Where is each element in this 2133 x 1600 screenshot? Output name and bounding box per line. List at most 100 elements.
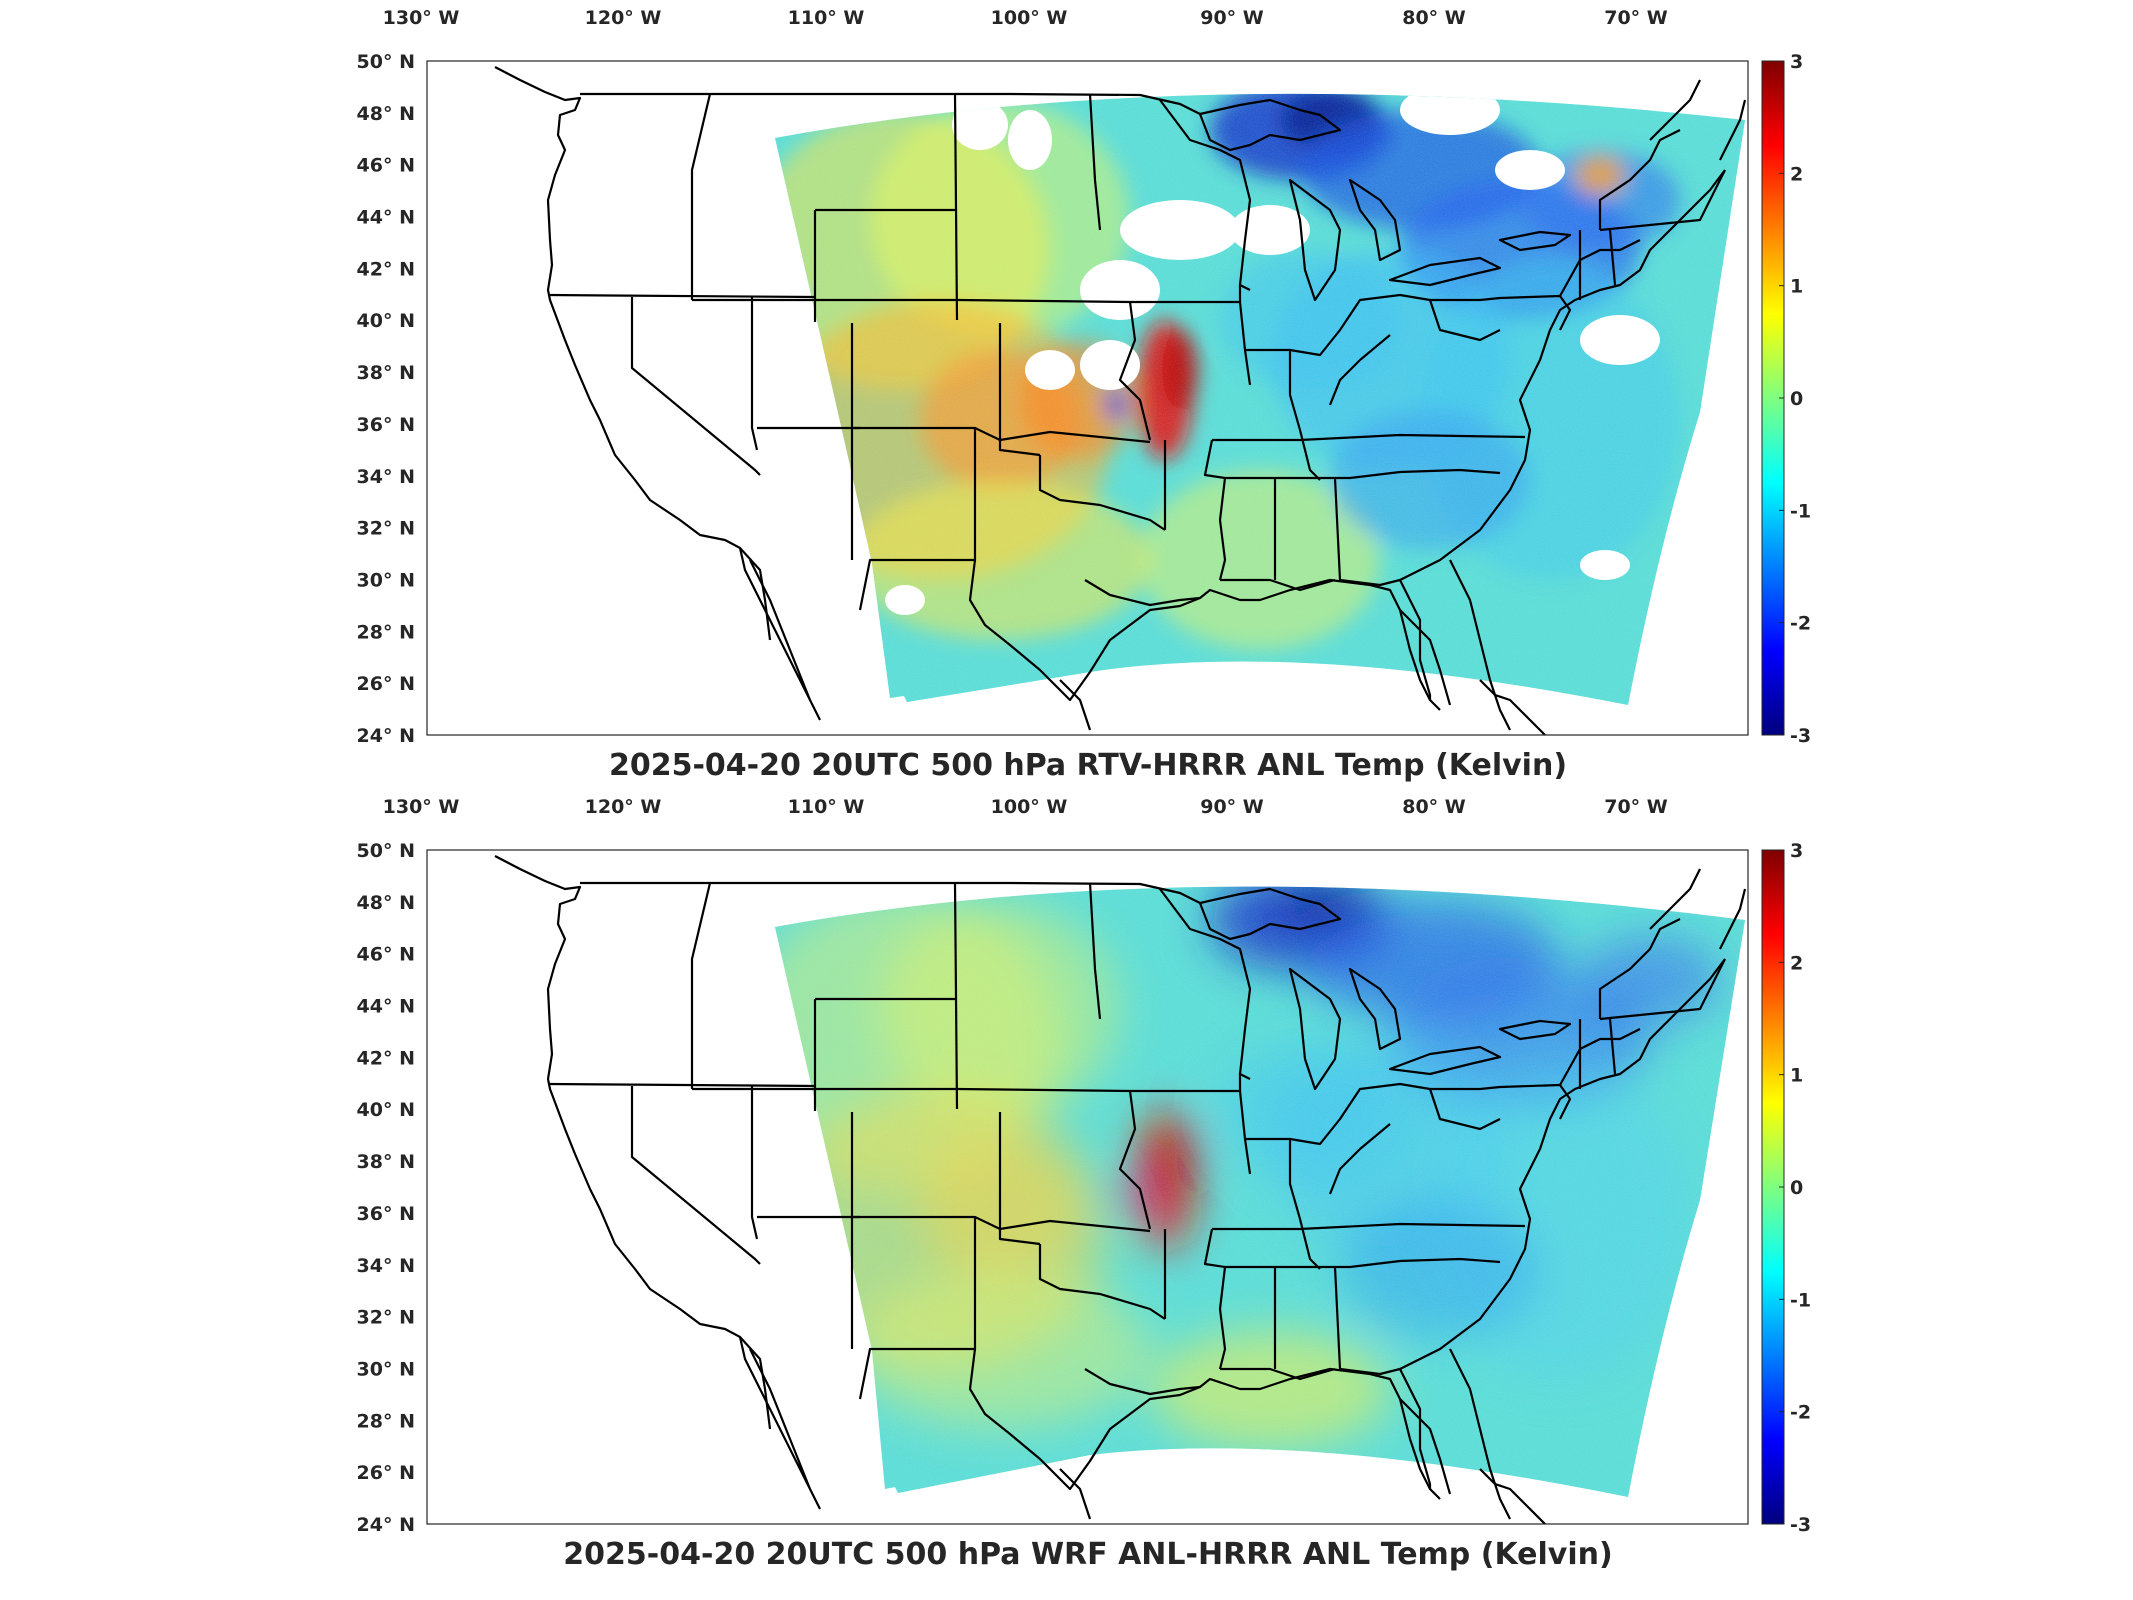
lat-tick-label: 24° N [357,1514,415,1536]
lat-tick-label: 26° N [357,673,415,695]
colorbar-tick-label: -3 [1790,725,1811,747]
boundary-line [1159,888,1252,1080]
lat-tick-label: 40° N [357,1099,415,1121]
boundary-line [547,1082,816,1088]
boundary-line [494,66,772,641]
boundary-line [1449,1348,1511,1520]
boundary-line [1599,169,1726,232]
missing-data-patch [1230,205,1310,255]
boundary-line [1348,178,1402,262]
boundary-line [692,1087,1131,1093]
boundary-line [1348,967,1402,1051]
boundary-line [1220,1367,1336,1381]
boundary-line [1212,1222,1526,1231]
boundary-line [1399,169,1726,581]
boundary-line [1130,300,1252,386]
colorbar-tick-label: 1 [1790,1065,1803,1087]
boundary-line [630,297,761,476]
boundary-line [1159,99,1252,291]
boundary-line [1333,1266,1401,1376]
boundary-line [1118,1090,1152,1230]
lat-tick-label: 28° N [357,621,415,643]
lon-tick-label: 100° W [991,7,1068,29]
lat-tick-label: 30° N [357,1358,415,1380]
boundary-line [953,882,959,1110]
boundary-line [547,293,816,299]
field-texture [775,886,1745,1497]
boundary-line [750,297,759,451]
lat-tick-label: 50° N [357,51,415,73]
field-texture [775,93,1745,706]
missing-data-patch [1495,150,1565,190]
boundary-line [1599,958,1726,1021]
lon-tick-label: 120° W [585,796,662,818]
colorbar-tick-label: 3 [1790,840,1803,862]
boundary-line [1388,1045,1502,1076]
lat-tick-label: 50° N [357,840,415,862]
boundary-line [1388,256,1502,287]
boundary-line [750,1086,759,1240]
panel-title-bottom: 2025-04-20 20UTC 500 hPa WRF ANL-HRRR AN… [563,1537,1613,1572]
boundary-line [1479,679,1546,736]
lat-tick-label: 42° N [357,258,415,280]
boundary-line [1479,1468,1546,1525]
colorbar-tick-label: -1 [1790,500,1811,522]
boundary-line [1212,433,1526,442]
boundary-line [1598,918,1681,1019]
lat-tick-label: 26° N [357,1462,415,1484]
panel-top: 130° W 120° W 110° W 100° W 90° W 80° W 70° W 5… [357,7,1812,747]
boundary-line [1198,98,1342,152]
missing-data-patch [1025,350,1075,390]
boundary-line [1245,293,1501,357]
boundary-line [1088,93,1102,231]
colorbar-tick-label: 3 [1790,51,1803,73]
boundary-line [1399,958,1726,1370]
boundary-line [1398,1398,1441,1500]
axes-frame [426,849,1749,1525]
boundary-line [1038,455,1166,531]
lat-tick-label: 48° N [357,103,415,125]
boundary-line [1059,1468,1092,1520]
boundary-line [692,298,1131,304]
lat-tick-label: 30° N [357,569,415,591]
axes-frame [426,60,1749,736]
boundary-line [1220,578,1336,592]
boundary-line [858,428,977,611]
colorbar-tick-label: 0 [1790,1177,1803,1199]
boundary-line [1225,1257,1501,1269]
boundary-line [1719,888,1747,950]
boundary-line [1288,1139,1321,1270]
temperature-difference-field [775,886,1745,1497]
colorbar-tick-label: -1 [1790,1289,1811,1311]
boundary-line [1430,1083,1572,1120]
boundary-line [1198,887,1342,941]
missing-data-patch [1080,260,1160,320]
boundary-line [1559,1028,1641,1086]
boundary-line [1245,1082,1501,1146]
lat-tick-label: 24° N [357,725,415,747]
boundary-line [1649,79,1701,141]
lat-tick-label: 46° N [357,944,415,966]
colorbar-tick-label: 0 [1790,388,1803,410]
lon-tick-label: 90° W [1200,796,1264,818]
lon-tick-label: 90° W [1200,7,1264,29]
boundary-line [1498,230,1572,252]
boundary-line [1598,129,1681,230]
lat-tick-label: 36° N [357,1203,415,1225]
boundary-line [1608,229,1617,286]
boundary-line [1399,579,1432,700]
colorbar-tick-label: -3 [1790,1514,1811,1536]
lon-tick-label: 110° W [788,796,865,818]
boundary-line [1328,1123,1391,1195]
boundary-line [858,1217,977,1400]
lon-tick-label: 110° W [788,7,865,29]
boundary-line [953,93,959,321]
colorbar-tick-label: 2 [1790,163,1803,185]
missing-data-patch [885,585,925,615]
boundaries [494,66,1747,736]
boundary-line [1288,350,1321,481]
boundary-line [738,547,821,721]
boundary-line [1084,579,1201,607]
boundary-line [1084,1368,1201,1396]
